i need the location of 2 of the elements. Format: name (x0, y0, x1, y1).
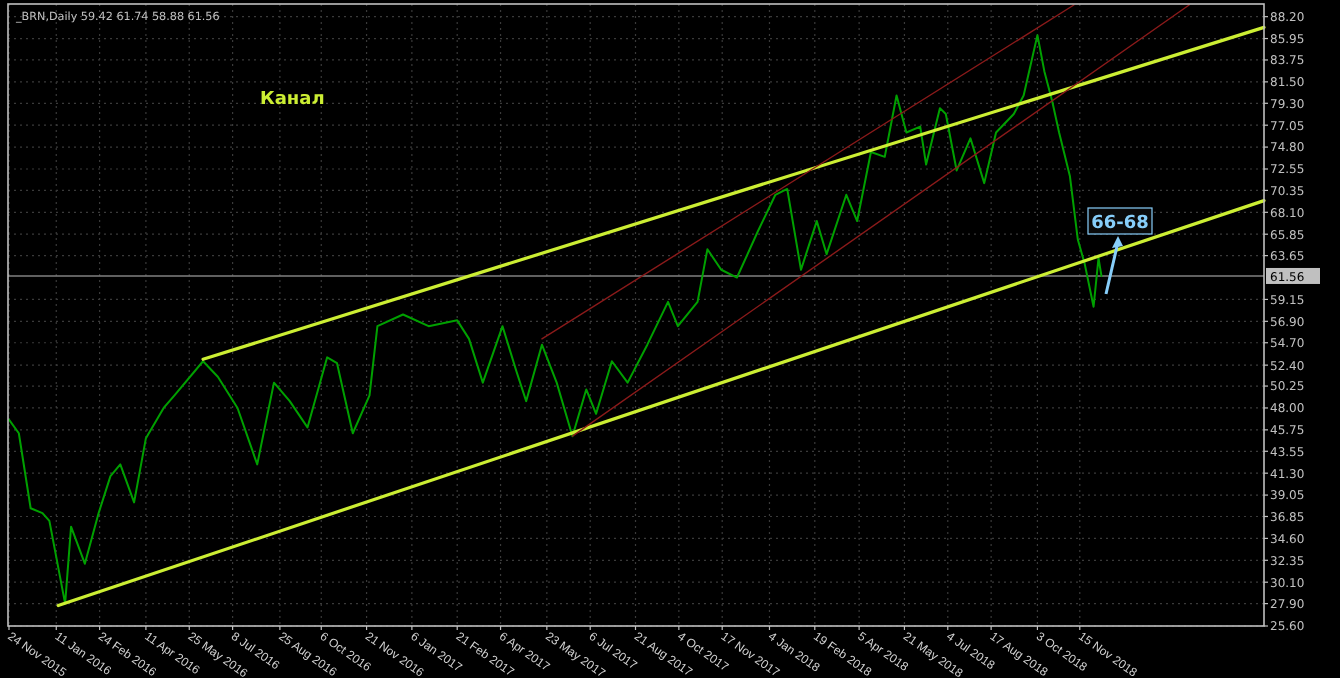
annotation: 66-68 (1091, 214, 1149, 234)
annotation: Канал (260, 90, 325, 110)
